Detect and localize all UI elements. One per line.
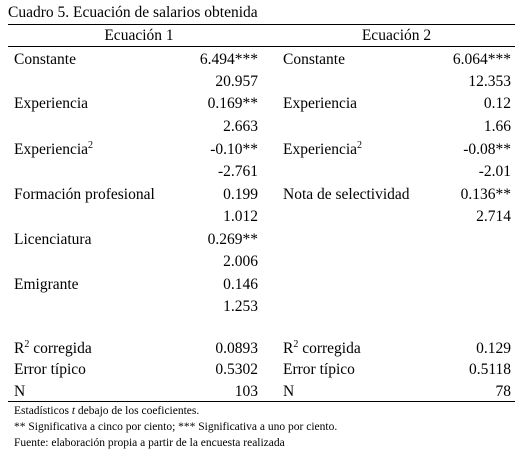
cell-value: 1.253 bbox=[223, 298, 258, 315]
cell-value: 0.5302 bbox=[215, 361, 258, 378]
row-label: Constante bbox=[283, 51, 345, 69]
cell-value: 0.136** bbox=[460, 186, 511, 203]
cell-value: 0.199 bbox=[223, 186, 258, 203]
cell-value: -0.10** bbox=[210, 141, 258, 158]
cell-value: 2.714 bbox=[476, 208, 511, 225]
cell-value: 0.12 bbox=[483, 95, 511, 112]
label-text: N bbox=[283, 383, 295, 400]
note-text: Estadísticos bbox=[14, 405, 72, 417]
cell-value: -2.761 bbox=[217, 163, 258, 180]
cell-value: 2.006 bbox=[223, 253, 258, 270]
footnote: ** Significativa a cinco por ciento; ***… bbox=[14, 420, 337, 434]
label-text: Error típico bbox=[14, 361, 86, 378]
rule bbox=[8, 24, 515, 25]
note-text: debajo de los coeficientes. bbox=[75, 405, 200, 417]
cell-value: 1.66 bbox=[483, 118, 511, 135]
label-text: Formación profesional bbox=[14, 186, 155, 203]
label-text: Experiencia bbox=[14, 141, 89, 158]
footnote: Estadísticos t debajo de los coeficiente… bbox=[14, 404, 199, 418]
label-text: Nota de selectividad bbox=[283, 186, 410, 203]
cell-value: 0.269** bbox=[207, 231, 258, 248]
row-label: Licenciatura bbox=[14, 231, 91, 249]
row-label: Error típico bbox=[283, 361, 355, 379]
superscript: 2 bbox=[88, 140, 94, 151]
row-label: R2 corregida bbox=[14, 340, 92, 358]
rule bbox=[8, 46, 515, 47]
label-text: Emigrante bbox=[14, 276, 79, 293]
cell-value: 78 bbox=[495, 383, 512, 400]
row-label: Experiencia bbox=[14, 95, 88, 113]
row-label: Emigrante bbox=[14, 276, 79, 294]
note-text: ** Significativa a cinco por ciento; ***… bbox=[14, 421, 338, 433]
cell-value: 0.169** bbox=[207, 95, 258, 112]
note-text: t bbox=[71, 405, 76, 417]
row-label: Experiencia2 bbox=[14, 141, 93, 159]
cell-value: 0.129 bbox=[476, 340, 511, 357]
label-text: corregida bbox=[298, 340, 361, 357]
superscript: 2 bbox=[293, 339, 299, 350]
cell-value: 6.064*** bbox=[452, 51, 511, 68]
label-text: Licenciatura bbox=[14, 231, 92, 248]
label-text: Experiencia bbox=[283, 141, 358, 158]
cell-value: 6.494*** bbox=[199, 51, 258, 68]
table-title: Cuadro 5. Ecuación de salarios obtenida bbox=[8, 4, 258, 21]
row-label: Experiencia bbox=[283, 95, 357, 113]
row-label: R2 corregida bbox=[283, 340, 361, 358]
cell-value: -0.08** bbox=[463, 141, 511, 158]
cell-value: 0.0893 bbox=[215, 340, 258, 357]
row-label: Constante bbox=[14, 51, 76, 69]
row-label: N bbox=[14, 383, 25, 401]
cell-value: 0.146 bbox=[223, 276, 258, 293]
label-text: Constante bbox=[283, 51, 345, 68]
cell-value: 12.353 bbox=[468, 73, 511, 90]
rule bbox=[8, 401, 515, 402]
label-text: Experiencia bbox=[14, 95, 89, 112]
label-text: R bbox=[283, 340, 294, 357]
label-text: corregida bbox=[29, 340, 92, 357]
label-text: N bbox=[14, 383, 26, 400]
superscript: 2 bbox=[357, 140, 363, 151]
row-label: Experiencia2 bbox=[283, 141, 362, 159]
row-label: N bbox=[283, 383, 294, 401]
column-header: Ecuación 2 bbox=[361, 27, 432, 44]
label-text: Constante bbox=[14, 51, 76, 68]
row-label: Formación profesional bbox=[14, 186, 155, 204]
row-label: Error típico bbox=[14, 361, 86, 379]
cell-value: 1.012 bbox=[223, 208, 258, 225]
label-text: R bbox=[14, 340, 25, 357]
superscript: 2 bbox=[24, 339, 30, 350]
cell-value: 20.957 bbox=[215, 73, 258, 90]
cell-value: 2.663 bbox=[223, 118, 258, 135]
cell-value: 0.5118 bbox=[468, 361, 511, 378]
label-text: Error típico bbox=[283, 361, 355, 378]
label-text: Experiencia bbox=[283, 95, 358, 112]
cell-value: -2.01 bbox=[478, 163, 511, 180]
footnote: Fuente: elaboración propia a partir de l… bbox=[14, 436, 285, 450]
note-text: Fuente: elaboración propia a partir de l… bbox=[14, 437, 285, 449]
row-label: Nota de selectividad bbox=[283, 186, 410, 204]
column-header: Ecuación 1 bbox=[104, 27, 174, 44]
cell-value: 103 bbox=[234, 383, 258, 400]
